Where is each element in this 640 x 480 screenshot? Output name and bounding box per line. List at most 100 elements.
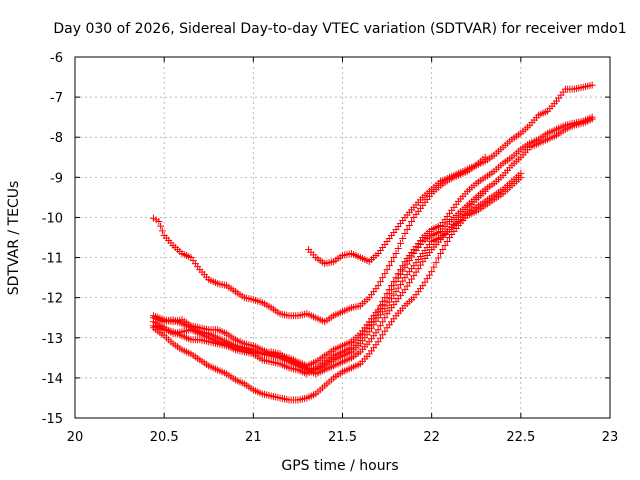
data-point-plus-marker <box>374 282 382 290</box>
x-tick-label: 22 <box>423 430 440 445</box>
data-point-plus-marker <box>157 222 165 230</box>
data-point-plus-marker <box>405 257 413 265</box>
data-point-plus-marker <box>410 272 418 280</box>
y-tick-label: -7 <box>50 91 63 106</box>
data-point-plus-marker <box>417 261 425 269</box>
data-point-plus-marker <box>403 225 411 233</box>
data-point-plus-marker <box>430 263 438 271</box>
data-point-plus-marker <box>376 304 384 312</box>
data-point-plus-marker <box>370 321 378 329</box>
data-point-plus-marker <box>385 290 393 298</box>
y-tick-label: -9 <box>50 171 63 186</box>
data-point-plus-marker <box>383 302 391 310</box>
data-point-plus-marker <box>443 238 451 246</box>
chart-title: Day 030 of 2026, Sidereal Day-to-day VTE… <box>53 21 626 37</box>
data-point-plus-marker <box>367 324 375 332</box>
data-point-plus-marker <box>383 294 391 302</box>
data-point-plus-marker <box>394 245 402 253</box>
data-series <box>149 81 596 404</box>
y-tick-label: -10 <box>42 211 63 226</box>
data-point-plus-marker <box>388 295 396 303</box>
data-point-plus-marker <box>408 253 416 261</box>
data-point-plus-marker <box>388 286 396 294</box>
y-tick-label: -12 <box>42 292 63 307</box>
x-tick-label: 20.5 <box>150 430 179 445</box>
data-point-plus-marker <box>399 267 407 275</box>
data-point-plus-marker <box>372 317 380 325</box>
data-point-plus-marker <box>481 153 489 161</box>
data-point-plus-marker <box>403 282 411 290</box>
data-point-plus-marker <box>392 288 400 296</box>
data-point-plus-marker <box>399 277 407 285</box>
data-point-plus-marker <box>381 314 389 322</box>
data-point-plus-marker <box>365 328 373 336</box>
data-point-plus-marker <box>158 227 166 235</box>
series-arc-7 <box>149 187 489 378</box>
data-point-plus-marker <box>414 265 422 273</box>
data-point-plus-marker <box>588 81 596 89</box>
data-point-plus-marker <box>394 284 402 292</box>
data-point-plus-marker <box>517 173 525 181</box>
y-axis-label: SDTVAR / TECUs <box>6 181 22 296</box>
data-point-plus-marker <box>423 275 431 283</box>
x-tick-label: 20 <box>67 430 84 445</box>
data-point-plus-marker <box>441 242 449 250</box>
data-point-plus-marker <box>401 286 409 294</box>
x-tick-label: 23 <box>602 430 619 445</box>
data-point-plus-marker <box>403 260 411 268</box>
data-point-plus-marker <box>374 326 382 334</box>
data-point-plus-marker <box>425 271 433 279</box>
data-point-plus-marker <box>381 270 389 278</box>
y-tick-label: -13 <box>42 332 63 347</box>
data-point-plus-marker <box>383 266 391 274</box>
data-point-plus-marker <box>379 301 387 309</box>
data-point-plus-marker <box>419 282 427 290</box>
data-point-plus-marker <box>421 278 429 286</box>
x-tick-label: 21.5 <box>328 430 357 445</box>
series-arc-1 <box>149 81 596 326</box>
y-tick-label: -14 <box>42 372 63 387</box>
data-point-plus-marker <box>385 298 393 306</box>
y-tick-label: -15 <box>42 412 63 427</box>
data-point-plus-marker <box>381 327 389 335</box>
data-point-plus-marker <box>396 240 404 248</box>
data-point-plus-marker <box>396 281 404 289</box>
data-point-plus-marker <box>376 278 384 286</box>
data-point-plus-marker <box>379 331 387 339</box>
data-point-plus-marker <box>408 217 416 225</box>
data-point-plus-marker <box>396 271 404 279</box>
data-point-plus-marker <box>374 338 382 346</box>
data-point-plus-marker <box>390 254 398 262</box>
series-arc-6 <box>149 173 525 404</box>
data-point-plus-marker <box>394 274 402 282</box>
data-point-plus-marker <box>401 264 409 272</box>
data-point-plus-marker <box>390 291 398 299</box>
series-arc-2 <box>305 153 489 268</box>
x-tick-label: 22.5 <box>506 430 535 445</box>
data-point-plus-marker <box>437 250 445 258</box>
data-point-plus-marker <box>390 282 398 290</box>
data-point-plus-marker <box>428 268 436 276</box>
data-point-plus-marker <box>388 258 396 266</box>
x-axis-label: GPS time / hours <box>281 458 398 474</box>
data-point-plus-marker <box>399 235 407 243</box>
x-tick-label: 21 <box>245 430 262 445</box>
data-point-plus-marker <box>401 229 409 237</box>
data-point-plus-marker <box>405 279 413 287</box>
data-point-plus-marker <box>392 250 400 258</box>
data-point-plus-marker <box>405 221 413 229</box>
data-point-plus-marker <box>376 322 384 330</box>
data-point-plus-marker <box>434 254 442 262</box>
data-point-plus-marker <box>481 187 489 195</box>
data-point-plus-marker <box>376 334 384 342</box>
series-arc-3 <box>149 113 596 370</box>
data-point-plus-marker <box>412 268 420 276</box>
data-point-plus-marker <box>588 115 596 123</box>
data-point-plus-marker <box>379 318 387 326</box>
data-point-plus-marker <box>408 275 416 283</box>
data-point-plus-marker <box>432 259 440 267</box>
data-point-plus-marker <box>379 274 387 282</box>
data-point-plus-marker <box>155 217 163 225</box>
data-point-plus-marker <box>385 262 393 270</box>
